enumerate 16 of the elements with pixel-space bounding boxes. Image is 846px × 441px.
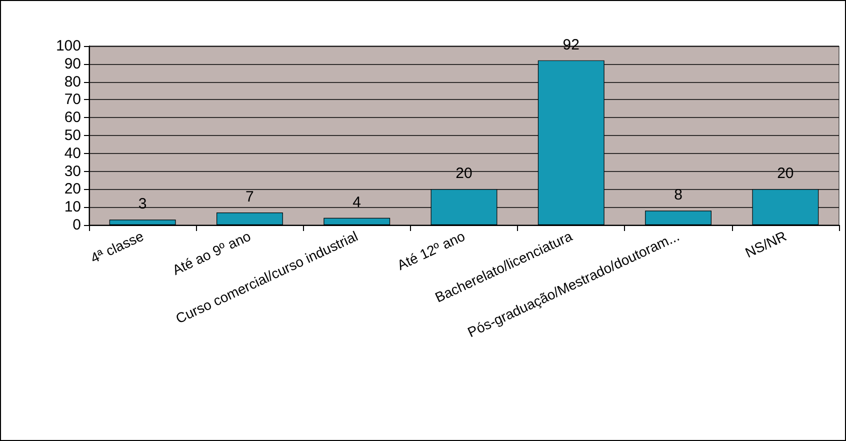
x-tick-label: 4ª classe bbox=[88, 228, 146, 266]
x-tick-label: Até ao 9º ano bbox=[170, 228, 254, 278]
y-tick-label: 50 bbox=[64, 127, 81, 144]
y-tick-label: 10 bbox=[64, 198, 81, 216]
data-label: 8 bbox=[674, 186, 682, 204]
y-tick-label: 40 bbox=[64, 144, 81, 162]
y-tick-label: 60 bbox=[64, 109, 81, 126]
y-tick-label: 20 bbox=[64, 180, 81, 198]
y-tick-label: 90 bbox=[64, 55, 81, 72]
y-tick-label: 70 bbox=[64, 91, 81, 108]
y-tick-label: 100 bbox=[56, 38, 81, 54]
y-tick-label: 0 bbox=[72, 216, 81, 234]
data-label: 7 bbox=[246, 188, 254, 206]
y-tick-label: 30 bbox=[64, 162, 81, 180]
data-label: 4 bbox=[352, 194, 362, 211]
y-tick-label: 80 bbox=[64, 73, 81, 90]
